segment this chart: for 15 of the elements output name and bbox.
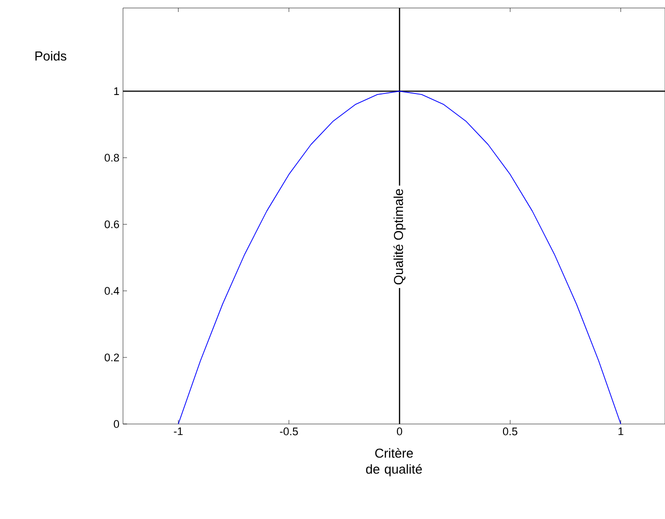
x-axis-title: Critère de qualité [366,448,422,476]
x-tick-label: 0 [396,428,402,436]
y-tick-label: 0.2 [104,354,119,362]
x-tick-label: -0.5 [280,428,298,436]
y-axis-title: Poids [35,51,66,61]
y-tick-label: 0.6 [104,220,119,228]
x-tick-label: -1 [174,428,183,436]
ref-line-label: Qualité Optimale [393,189,406,284]
y-tick-label: 0.8 [104,154,119,162]
line-series [178,90,622,424]
y-tick-label: 0 [114,420,120,428]
y-tick-label: 1 [114,87,119,95]
x-tick-label: 1 [618,428,624,436]
y-tick-label: 0.4 [104,287,120,295]
x-tick-label: 0.5 [502,428,518,436]
